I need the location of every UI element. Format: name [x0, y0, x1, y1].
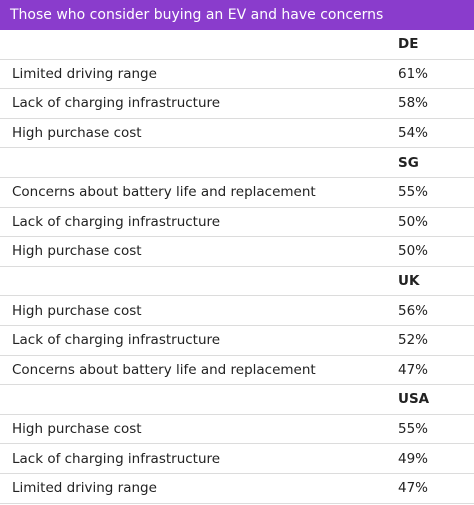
share: 49% [398, 450, 429, 467]
data-row: Concerns about battery life and replacem… [0, 178, 474, 208]
concern: High purchase cost [12, 125, 142, 142]
data-row: High purchase cost 56% [0, 296, 474, 326]
share: 55% [398, 184, 429, 201]
concern: Lack of charging infrastructure [12, 332, 221, 349]
table: DE Limited driving range 61% Lack of chargi… [0, 30, 474, 504]
concern: High purchase cost [12, 302, 142, 319]
share: 58% [398, 95, 429, 112]
concern: Limited driving range [12, 65, 157, 82]
concern: High purchase cost [12, 421, 142, 438]
data-row: Concerns about battery life and replacem… [0, 356, 474, 386]
group-row: USA [0, 385, 474, 415]
group-row: DE [0, 30, 474, 60]
group-name: UK [398, 273, 420, 290]
data-row: High purchase cost 55% [0, 415, 474, 445]
concern: High purchase cost [12, 243, 142, 260]
group-row: UK [0, 267, 474, 297]
data-row: Lack of charging infrastructure 49% [0, 444, 474, 474]
data-row: Lack of charging infrastructure 50% [0, 208, 474, 238]
data-row: Limited driving range 47% [0, 474, 474, 504]
share: 55% [398, 421, 429, 438]
data-row: High purchase cost 54% [0, 119, 474, 149]
share: 50% [398, 243, 429, 260]
share: 47% [398, 480, 429, 497]
share: 52% [398, 332, 429, 349]
concern: Lack of charging infrastructure [12, 95, 221, 112]
data-row: Lack of charging infrastructure 52% [0, 326, 474, 356]
concern: Lack of charging infrastructure [12, 213, 221, 230]
share: 61% [398, 65, 429, 82]
share: 56% [398, 302, 429, 319]
concern: Lack of charging infrastructure [12, 450, 221, 467]
concern: Limited driving range [12, 480, 157, 497]
share: 50% [398, 213, 429, 230]
group-row: SG [0, 148, 474, 178]
table-title: Those who consider buying an EV and have… [0, 0, 474, 30]
data-row: Lack of charging infrastructure 58% [0, 89, 474, 119]
concern: Concerns about battery life and replacem… [12, 184, 316, 201]
data-row: High purchase cost 50% [0, 237, 474, 267]
group-name: SG [398, 154, 419, 171]
group-name: DE [398, 36, 419, 53]
group-name: USA [398, 391, 430, 408]
data-row: Limited driving range 61% [0, 60, 474, 90]
concern: Concerns about battery life and replacem… [12, 361, 316, 378]
share: 47% [398, 361, 429, 378]
share: 54% [398, 125, 429, 142]
